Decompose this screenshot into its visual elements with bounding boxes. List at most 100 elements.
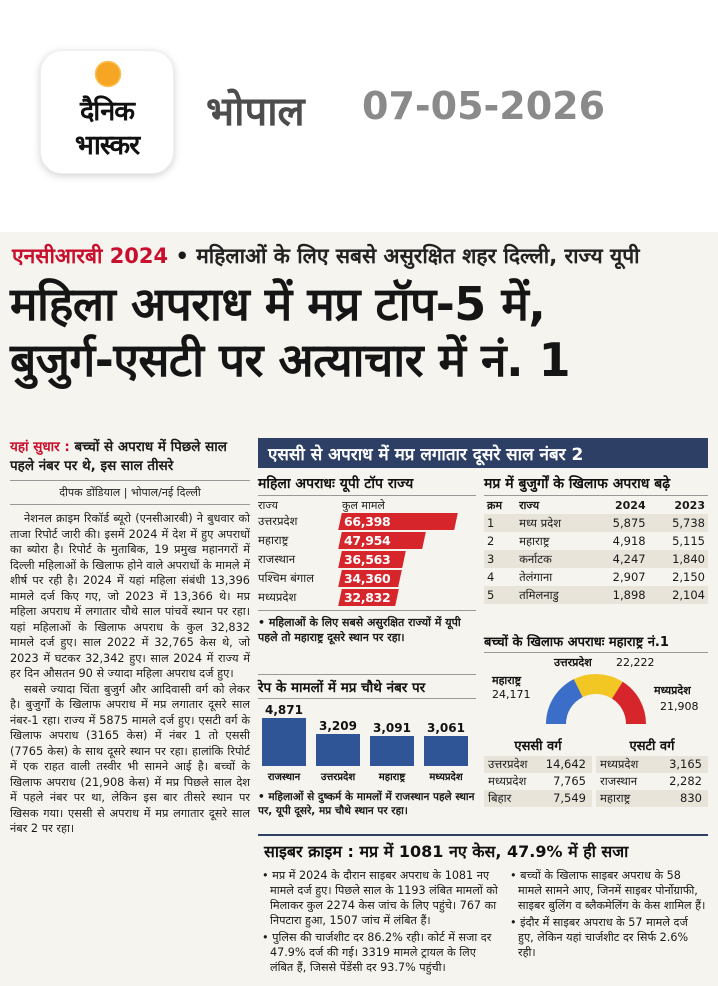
- bar-value-label: 3,091: [373, 721, 411, 735]
- bar-value-label: 36,563: [344, 552, 391, 567]
- list-item: उत्तरप्रदेश 14,642: [484, 756, 592, 773]
- subhead-text: बच्चों से अपराध में पिछले साल पहले नंबर …: [10, 439, 227, 474]
- bar-state-label: पश्चिम बंगाल: [258, 571, 315, 585]
- kicker-text: महिलाओं के लिए सबसे असुरक्षित शहर दिल्ली…: [196, 244, 640, 268]
- dainik-bhaskar-logo[interactable]: दैनिक भास्कर: [40, 50, 174, 174]
- bar-value-label: 47,954: [344, 533, 391, 548]
- app-header: दैनिक भास्कर भोपाल 07-05-2026: [0, 0, 718, 215]
- th-2024: 2024: [614, 498, 646, 512]
- women-crime-title: महिला अपराधः यूपी टॉप राज्य: [258, 474, 476, 496]
- donut-slice: [573, 674, 623, 699]
- donut-value-label: 21,908: [660, 700, 699, 713]
- sun-icon: [93, 59, 123, 89]
- women-crime-chart: महिला अपराधः यूपी टॉप राज्य राज्य कुल मा…: [258, 474, 476, 664]
- donut-slice: [546, 679, 583, 724]
- cell: मध्य प्रदेश: [516, 514, 590, 532]
- bar: [370, 736, 414, 766]
- bar-row: मध्यप्रदेश 32,832: [258, 588, 476, 607]
- cell: 2,907: [612, 570, 646, 584]
- rape-note: • महिलाओं से दुष्कर्म के मामलों में राजस…: [258, 791, 475, 817]
- cell: 1: [484, 514, 517, 532]
- table-header-row: क्रम राज्य 2024 2023: [484, 496, 708, 514]
- table-row: 4 तेलंगाना 2,907 2,150: [484, 568, 708, 586]
- news-clipping[interactable]: एनसीआरबी 2024 • महिलाओं के लिए सबसे असुर…: [0, 232, 718, 986]
- col-state-label: राज्य: [258, 499, 279, 512]
- byline: दीपक डोंडियाल | भोपाल/नई दिल्ली: [10, 481, 250, 505]
- sc-value: 7,765: [553, 774, 586, 788]
- cell: 2,104: [648, 586, 708, 604]
- cell: तेलंगाना: [519, 569, 553, 584]
- th-state: राज्य: [519, 498, 540, 512]
- bar-category-label: राजस्थान: [267, 772, 301, 783]
- cyber-left: • मप्र में 2024 के दौरान साइबर अपराध के …: [262, 868, 502, 977]
- sc-state: उत्तरप्रदेश: [488, 757, 528, 771]
- subhead: यहां सुधार : बच्चों से अपराध में पिछले स…: [10, 438, 250, 481]
- donut-state-label: महाराष्ट्र: [491, 674, 522, 687]
- bar: [424, 736, 468, 766]
- bar-state-label: राजस्थान: [258, 552, 296, 566]
- child-crime-chart: बच्चों के खिलाफ अपराधः महाराष्ट्र नं.1 म…: [484, 632, 708, 728]
- st-value: 830: [680, 791, 702, 805]
- cell: तमिलनाडु: [516, 586, 590, 604]
- cell: 5,115: [672, 534, 705, 548]
- edition-date: 07-05-2026: [362, 84, 606, 128]
- st-box: एसटी वर्ग मध्यप्रदेश 3,165 राजस्थान 2,282 …: [596, 734, 708, 807]
- kicker: एनसीआरबी 2024 • महिलाओं के लिए सबसे असुर…: [12, 242, 640, 270]
- bar-category-label: महाराष्ट्र: [378, 772, 407, 783]
- table-row: 5 तमिलनाडु 1,898 2,104: [484, 586, 708, 604]
- bar-value-label: 34,360: [344, 571, 391, 586]
- sc-value: 14,642: [545, 757, 586, 771]
- bar-row: राजस्थान 36,563: [258, 550, 476, 569]
- child-crime-title: बच्चों के खिलाफ अपराधः महाराष्ट्र नं.1: [484, 632, 708, 653]
- edition-city: भोपाल: [206, 89, 305, 135]
- cell: 3: [484, 550, 517, 568]
- st-state: राजस्थान: [600, 774, 638, 788]
- donut-state-label: उत्तरप्रदेश: [553, 655, 592, 669]
- cell: 5: [484, 586, 517, 604]
- elderly-crime-table: मप्र में बुजुर्गों के खिलाफ अपराध बढ़े क…: [484, 474, 708, 624]
- subhead-label: यहां सुधार :: [10, 439, 70, 455]
- women-crime-note: • महिलाओं के लिए सबसे असुरक्षित राज्यों …: [258, 610, 476, 645]
- cyber-title: साइबर क्राइम : मप्र में 1081 नए केस, 47.…: [264, 842, 629, 861]
- bar-row: पश्चिम बंगाल 34,360: [258, 569, 476, 588]
- rape-chart-title: रेप के मामलों में मप्र चौथे नंबर पर: [258, 674, 476, 699]
- logo-line1: दैनिक: [79, 96, 135, 127]
- bar-state-label: महाराष्ट्र: [258, 533, 289, 547]
- women-crime-bars: उत्तरप्रदेश 66,398 महाराष्ट्र 47,954 राजस्था…: [258, 512, 476, 607]
- sc-title: एससी वर्ग: [514, 739, 562, 754]
- cell: 4,247: [589, 550, 649, 568]
- list-item: राजस्थान 2,282: [596, 773, 708, 790]
- article-body: नेशनल क्राइम रिकॉर्ड ब्यूरो (एनसीआरबी) न…: [10, 505, 250, 837]
- list-item: मध्यप्रदेश 3,165: [596, 756, 708, 773]
- donut-value-label: 24,171: [492, 688, 531, 701]
- article-paragraph-2: सबसे ज्यादा चिंता बुजुर्ग और आदिवासी वर्…: [10, 682, 250, 836]
- headline: महिला अपराध में मप्र टॉप-5 में, बुजुर्ग-…: [10, 276, 710, 388]
- cyber-bullet: • बच्चों के खिलाफ साइबर अपराध के 58 मामल…: [510, 869, 706, 912]
- bar-value-label: 4,871: [265, 703, 303, 717]
- donut-slice: [612, 681, 646, 724]
- cyber-right: • बच्चों के खिलाफ साइबर अपराध के 58 मामल…: [510, 868, 706, 962]
- st-value: 3,165: [669, 757, 702, 771]
- bar-state-label: उत्तरप्रदेश: [258, 514, 298, 528]
- cell: कर्नाटक: [516, 550, 590, 568]
- bar-value-label: 32,832: [344, 590, 391, 605]
- bar-row: महाराष्ट्र 47,954: [258, 531, 476, 550]
- bar: [262, 718, 306, 766]
- st-state: महाराष्ट्र: [600, 791, 631, 805]
- article-column: यहां सुधार : बच्चों से अपराध में पिछले स…: [10, 438, 250, 837]
- article-paragraph-1: नेशनल क्राइम रिकॉर्ड ब्यूरो (एनसीआरबी) न…: [10, 512, 250, 680]
- th-2023: 2023: [674, 498, 705, 512]
- child-crime-donut: महाराष्ट्र24,171 उत्तरप्रदेश 22,222 मध्यप्र…: [491, 655, 699, 724]
- sc-value: 7,549: [553, 791, 586, 805]
- cyber-bullet: • पुलिस की चार्जशीट दर 86.2% रही। कोर्ट …: [262, 931, 492, 974]
- bar-value-label: 3,209: [319, 719, 357, 733]
- st-state: मध्यप्रदेश: [600, 757, 639, 771]
- logo-line2: भास्कर: [74, 130, 140, 161]
- bar-category-label: मध्यप्रदेश: [428, 770, 464, 783]
- women-crime-colheads: राज्य कुल मामले: [258, 496, 476, 512]
- sc-state: मध्यप्रदेश: [488, 774, 527, 788]
- st-value: 2,282: [669, 774, 702, 788]
- bar-state-label: मध्यप्रदेश: [258, 590, 297, 604]
- list-item: बिहार 7,549: [484, 790, 592, 807]
- bar-row: उत्तरप्रदेश 66,398: [258, 512, 476, 531]
